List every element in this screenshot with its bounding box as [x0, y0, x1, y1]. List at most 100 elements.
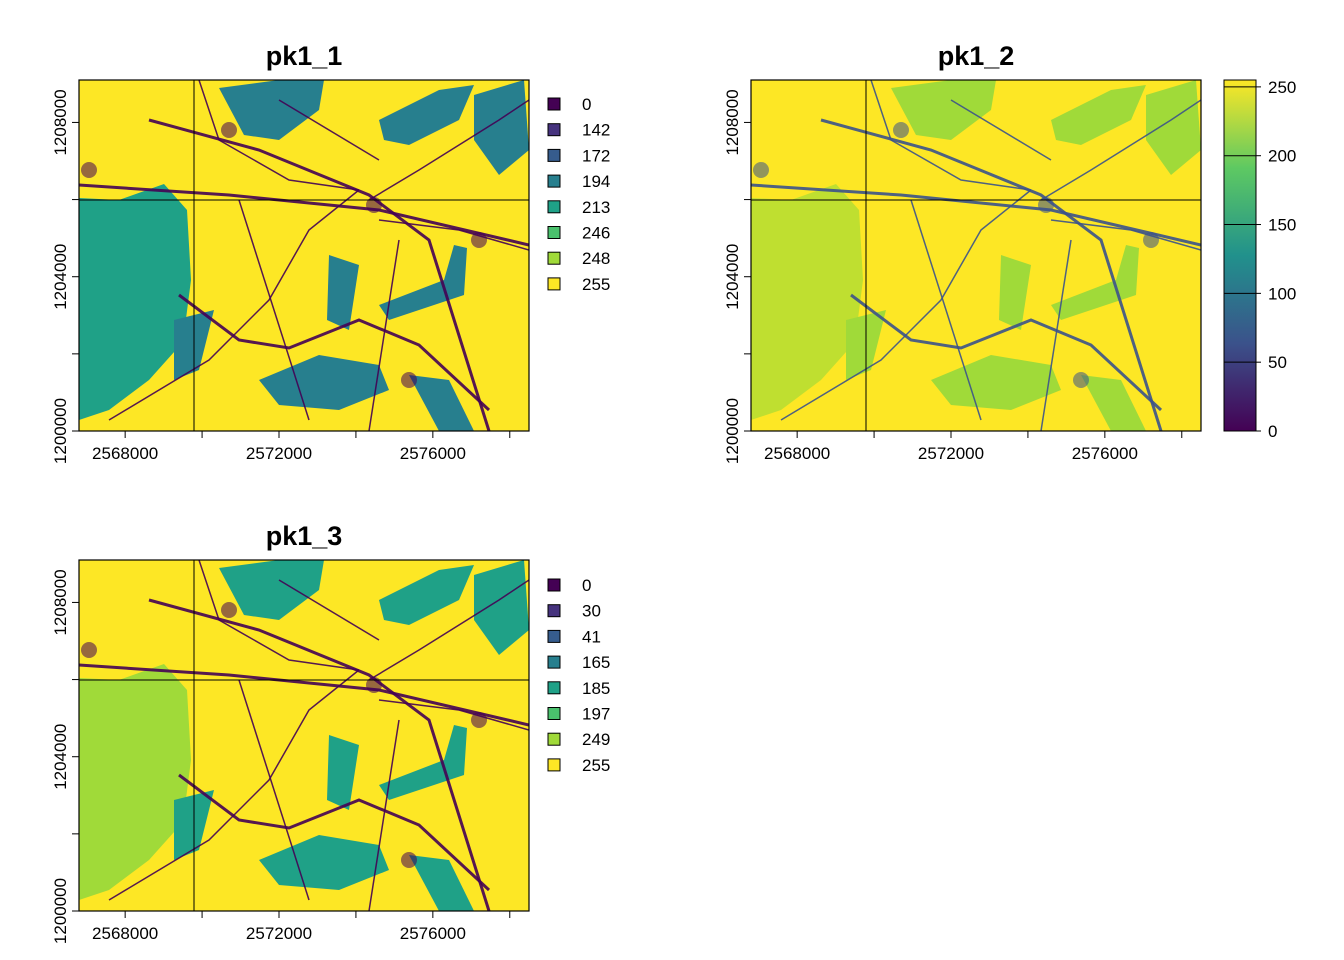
legend-swatch — [547, 251, 561, 265]
legend-swatch — [547, 123, 561, 137]
raster-line-10 — [278, 579, 380, 641]
legend-swatch — [547, 681, 561, 695]
panel-title: pk1_3 — [266, 521, 343, 551]
raster-line-8 — [910, 199, 982, 421]
panel-title: pk1_1 — [266, 41, 343, 71]
raster-town-2 — [471, 232, 487, 248]
y-tick-label: 1204000 — [51, 244, 70, 310]
raster-line-7 — [1050, 219, 1201, 251]
legend: 0 30 41 165 185 197 249 255 — [547, 576, 610, 775]
map-panel-3: pk1_3 2568000 2572000 2576000 1200000 1204000… — [51, 521, 610, 944]
x-tick-label: 2572000 — [246, 924, 312, 943]
raster-image — [79, 80, 529, 431]
y-tick-label: 1200000 — [51, 398, 70, 464]
legend-label: 213 — [582, 198, 610, 217]
raster-line-2 — [148, 118, 491, 431]
raster-feature-3 — [474, 80, 529, 175]
raster-image — [79, 560, 529, 911]
raster-line-9 — [368, 719, 400, 911]
raster-line-8 — [238, 679, 310, 901]
raster-line-3 — [850, 293, 1163, 412]
raster-feature-4 — [327, 255, 359, 330]
legend-swatch — [547, 200, 561, 214]
x-tick-label: 2576000 — [1072, 444, 1138, 463]
raster-town-4 — [401, 852, 417, 868]
legend-label: 248 — [582, 249, 610, 268]
raster-feature-4 — [999, 255, 1031, 330]
plot-frame — [78, 559, 530, 912]
raster-feature-5 — [1051, 245, 1139, 320]
legend-label: 255 — [582, 756, 610, 775]
x-tick-label: 2572000 — [918, 444, 984, 463]
legend-swatch — [547, 707, 561, 720]
raster-line-5 — [870, 80, 1032, 191]
panel-title: pk1_2 — [938, 41, 1015, 71]
colorbar-label: 0 — [1268, 422, 1277, 441]
colorbar-label: 250 — [1268, 78, 1296, 97]
raster-line-4 — [1040, 99, 1201, 201]
colorbar-label: 200 — [1268, 147, 1296, 166]
raster-feature-7 — [409, 855, 474, 911]
raster-feature-6 — [259, 355, 389, 410]
raster-feature-6 — [931, 355, 1061, 410]
raster-feature-5 — [379, 245, 467, 320]
raster-line-2 — [820, 118, 1163, 431]
raster-town-5 — [81, 642, 97, 658]
legend-swatch — [547, 277, 561, 291]
raster-feature-7 — [1081, 375, 1146, 431]
x-tick-label: 2568000 — [92, 444, 158, 463]
raster-town-2 — [1143, 232, 1159, 248]
legend-swatch — [547, 629, 561, 643]
raster-line-10 — [950, 99, 1052, 161]
raster-town-3 — [221, 602, 237, 618]
raster-lake — [79, 184, 191, 420]
raster-feature-1 — [219, 560, 324, 620]
legend-label: 30 — [582, 602, 601, 621]
raster-feature-2 — [379, 85, 474, 145]
raster-feature-5 — [379, 725, 467, 800]
raster-feature-7 — [409, 375, 474, 431]
legend-label: 165 — [582, 653, 610, 672]
raster-line-7 — [378, 219, 529, 251]
raster-line-7 — [378, 699, 529, 731]
colorbar-label: 50 — [1268, 353, 1287, 372]
raster-line-9 — [1040, 239, 1072, 431]
raster-image — [751, 80, 1201, 431]
raster-line-4 — [368, 99, 529, 201]
raster-line-1 — [79, 663, 529, 727]
raster-line-3 — [178, 773, 491, 892]
legend-swatch — [547, 148, 561, 162]
raster-line-1 — [751, 183, 1201, 247]
map-panel-1: pk1_1 2568000 2572000 2576000 1200000 1204000… — [51, 41, 610, 464]
raster-lake — [79, 664, 191, 900]
legend-swatch — [547, 732, 561, 746]
colorbar-label: 100 — [1268, 284, 1296, 303]
x-tick-label: 2576000 — [400, 444, 466, 463]
legend-swatch — [547, 226, 561, 239]
legend-label: 249 — [582, 730, 610, 749]
raster-feature-2 — [1051, 85, 1146, 145]
legend-label: 142 — [582, 121, 610, 140]
y-tick-label: 1200000 — [723, 398, 742, 464]
raster-town-4 — [401, 372, 417, 388]
raster-town-4 — [1073, 372, 1089, 388]
raster-town-3 — [221, 122, 237, 138]
raster-line-2 — [148, 598, 491, 911]
raster-town-3 — [893, 122, 909, 138]
raster-line-3 — [178, 293, 491, 412]
raster-town-2 — [471, 712, 487, 728]
legend: 0 142 172 194 213 246 248 255 — [547, 95, 610, 294]
legend-label: 185 — [582, 679, 610, 698]
raster-feature-3 — [1146, 80, 1201, 175]
legend-swatch — [547, 174, 561, 188]
raster-line-4 — [368, 579, 529, 681]
legend-swatch — [547, 758, 561, 772]
y-tick-label: 1204000 — [723, 244, 742, 310]
legend-label: 0 — [582, 576, 591, 595]
y-tick-label: 1208000 — [51, 569, 70, 635]
legend-label: 172 — [582, 146, 610, 165]
colorbar-gradient — [1223, 79, 1257, 432]
raster-line-6 — [108, 189, 360, 421]
legend-swatch — [547, 578, 561, 592]
